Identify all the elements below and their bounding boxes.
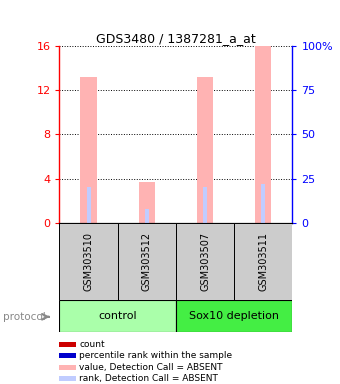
Bar (87, 187, 91, 223)
Bar (59, 353, 76, 358)
Text: GSM303507: GSM303507 (200, 232, 210, 291)
Text: GSM303512: GSM303512 (142, 232, 152, 291)
Text: protocol: protocol (3, 312, 46, 322)
Bar (59, 376, 76, 381)
Bar (145, 209, 149, 223)
Text: Sox10 depletion: Sox10 depletion (189, 311, 279, 321)
Bar (118, 223, 176, 300)
Bar (59, 223, 118, 300)
Bar (203, 187, 207, 223)
Bar (81, 77, 97, 223)
Bar (255, 46, 271, 223)
Bar (261, 184, 265, 223)
Bar (176, 300, 292, 332)
Text: percentile rank within the sample: percentile rank within the sample (79, 351, 232, 360)
Text: value, Detection Call = ABSENT: value, Detection Call = ABSENT (79, 362, 223, 372)
Bar (59, 342, 76, 346)
Title: GDS3480 / 1387281_a_at: GDS3480 / 1387281_a_at (96, 32, 256, 45)
Text: GSM303510: GSM303510 (84, 232, 94, 291)
Bar (59, 364, 76, 369)
Bar (176, 223, 234, 300)
Text: count: count (79, 339, 105, 349)
Text: rank, Detection Call = ABSENT: rank, Detection Call = ABSENT (79, 374, 218, 383)
Bar (59, 300, 176, 332)
Text: GSM303511: GSM303511 (258, 232, 268, 291)
Bar (234, 223, 292, 300)
Bar (139, 182, 155, 223)
Bar (197, 77, 213, 223)
Text: control: control (98, 311, 137, 321)
